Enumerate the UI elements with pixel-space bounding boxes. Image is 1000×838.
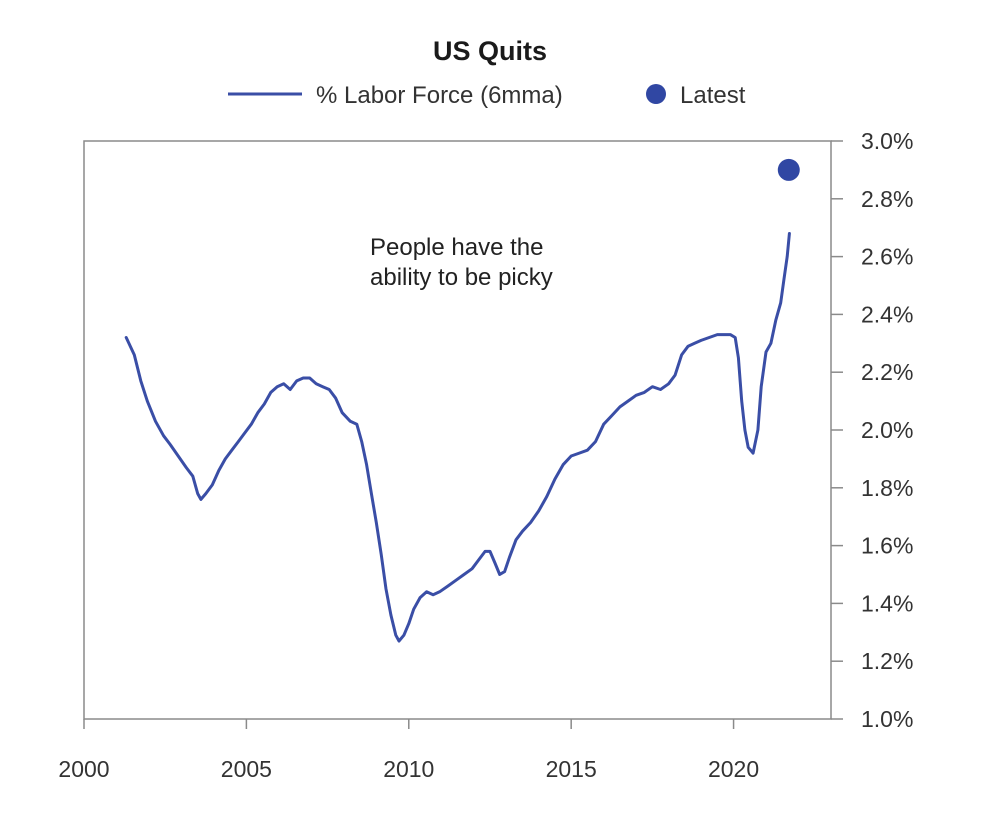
x-axis: 2000 2005 2010 2015 2020 <box>58 719 759 782</box>
plot-frame <box>83 140 832 720</box>
y-tick-label: 2.6% <box>861 244 913 270</box>
y-tick-label: 1.8% <box>861 475 913 501</box>
y-tick-label: 1.6% <box>861 533 913 559</box>
y-tick-label: 2.2% <box>861 359 913 385</box>
legend-series-label: % Labor Force (6mma) <box>316 82 563 109</box>
x-tick-label: 2015 <box>546 756 597 782</box>
legend-latest-label: Latest <box>680 82 746 109</box>
y-tick-label: 1.4% <box>861 590 913 616</box>
x-tick-label: 2005 <box>221 756 272 782</box>
chart-title: US Quits <box>433 36 547 66</box>
y-tick-label: 2.4% <box>861 301 913 327</box>
annotation-line-2: ability to be picky <box>370 264 553 291</box>
x-tick-label: 2020 <box>708 756 759 782</box>
latest-point <box>777 158 800 181</box>
legend: % Labor Force (6mma) Latest <box>228 82 746 109</box>
series-line-quits <box>124 232 791 643</box>
y-tick-label: 1.2% <box>861 648 913 674</box>
y-tick-label: 2.0% <box>861 417 913 443</box>
legend-latest-dot <box>646 84 666 104</box>
x-tick-label: 2010 <box>383 756 434 782</box>
y-tick-label: 2.8% <box>861 186 913 212</box>
y-axis: 1.0% 1.2% 1.4% 1.6% 1.8% 2.0% 2.2% 2.4% 2.6% 2.8%… <box>831 128 913 732</box>
y-tick-label: 1.0% <box>861 706 913 732</box>
x-tick-label: 2000 <box>58 756 109 782</box>
annotation-line-1: People have the <box>370 234 543 261</box>
y-tick-label: 3.0% <box>861 128 913 154</box>
